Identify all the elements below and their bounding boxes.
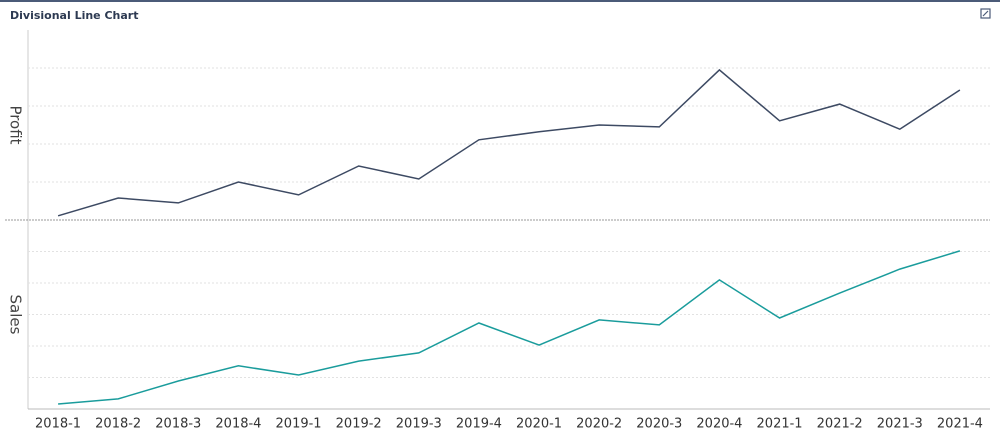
x-tick-label: 2021-1 <box>757 417 803 432</box>
x-tick-label: 2020-1 <box>516 417 562 432</box>
y-axis-label: Sales <box>7 295 25 335</box>
series-line <box>57 68 961 217</box>
x-tick-label: 2018-1 <box>35 417 81 432</box>
x-tick-label: 2019-1 <box>276 417 322 432</box>
x-tick-label: 2018-4 <box>215 417 261 432</box>
x-tick-label: 2018-2 <box>95 417 141 432</box>
expand-icon[interactable] <box>980 8 991 19</box>
x-tick-label: 2020-3 <box>636 417 682 432</box>
series-line <box>58 250 961 405</box>
widget-title: Divisional Line Chart <box>10 9 138 22</box>
x-tick-label: 2019-4 <box>456 417 502 432</box>
y-axis-label: Profit <box>7 105 25 144</box>
x-tick-label: 2021-3 <box>877 417 923 432</box>
x-tick-label: 2018-3 <box>155 417 201 432</box>
x-tick-label: 2021-4 <box>937 417 983 432</box>
x-tick-label: 2020-2 <box>576 417 622 432</box>
x-tick-label: 2021-2 <box>817 417 863 432</box>
x-tick-label: 2020-4 <box>696 417 742 432</box>
x-tick-label: 2019-2 <box>336 417 382 432</box>
x-tick-label: 2019-3 <box>396 417 442 432</box>
